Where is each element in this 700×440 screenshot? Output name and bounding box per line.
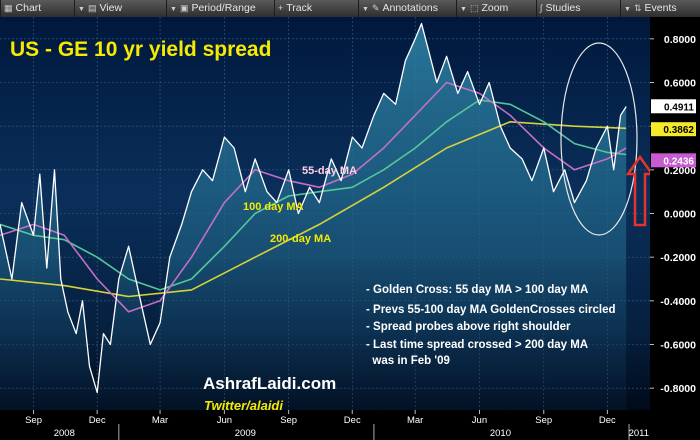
- y-tag-box: [651, 99, 696, 114]
- chevron-down-icon: ▼: [624, 6, 631, 13]
- chevron-down-icon: ▼: [170, 6, 177, 13]
- ma200-line: [0, 121, 627, 298]
- x-tick-label: Dec: [599, 415, 616, 426]
- yield-spread-chart: US - GE 10 yr yield spread 55-day MA 100…: [0, 17, 700, 440]
- x-year-label: 2011: [629, 428, 649, 439]
- annotations-menu-button[interactable]: ▼ ✎ Annotations: [358, 0, 456, 17]
- annotation-list: - Golden Cross: 55 day MA > 100 day MA -…: [366, 284, 616, 367]
- x-year-label: 2008: [54, 428, 75, 439]
- y-tag-value: 0.2436: [663, 156, 694, 167]
- spread-area-fill: [0, 23, 627, 410]
- x-tick-label: Mar: [407, 415, 423, 426]
- x-axis-band: [0, 410, 650, 440]
- ma-label-100: 100 day MA: [243, 201, 304, 213]
- x-year-label: 2009: [235, 428, 256, 439]
- chart-icon: ▦: [4, 3, 13, 13]
- x-tick-label: Dec: [344, 415, 361, 426]
- chevron-down-icon: ▼: [362, 6, 369, 13]
- chevron-down-icon: ▼: [460, 6, 467, 13]
- zoom-menu-button[interactable]: ▼ ⬚ Zoom: [456, 0, 536, 17]
- ma55-line: [0, 81, 627, 313]
- x-tick-label: Sep: [25, 415, 42, 426]
- annotation-line: - Spread probes above right shoulder: [366, 321, 571, 333]
- y-tag-value: 0.4911: [664, 102, 694, 113]
- y-tick-label: -0.4000: [660, 296, 696, 308]
- view-icon: ▤: [87, 3, 97, 13]
- y-tick-label: 0.6000: [664, 78, 696, 90]
- y-tick-label: 0.2000: [664, 165, 696, 177]
- annotation-line: - Last time spread crossed > 200 day MA: [366, 339, 588, 351]
- y-tag-box: [651, 153, 696, 168]
- y-value-tags: 0.4911 0.3862 0.2436: [651, 99, 696, 168]
- y-axis-band: [650, 17, 700, 440]
- ma-label-55: 55-day MA: [302, 165, 357, 177]
- x-tick-label: Mar: [152, 415, 168, 426]
- y-tag-value: 0.3862: [663, 125, 694, 136]
- track-plus-icon: +: [278, 3, 284, 13]
- period-range-menu-button[interactable]: ▼ ▣ Period/Range: [166, 0, 274, 17]
- x-tick-label: Sep: [280, 415, 297, 426]
- studies-menu-button[interactable]: ∫ Studies: [536, 0, 620, 17]
- studies-icon: ∫: [540, 3, 543, 13]
- chevron-down-icon: ▼: [78, 6, 85, 13]
- brand-site: AshrafLaidi.com: [203, 374, 336, 393]
- x-tick-label: Sep: [535, 415, 552, 426]
- annotation-line: - Prevs 55-100 day MA GoldenCrosses circ…: [366, 304, 616, 316]
- spread-line: [0, 22, 627, 394]
- y-tick-label: -0.2000: [660, 252, 696, 264]
- x-axis: Sep Dec Mar Jun Sep Dec Mar Jun Sep Dec 2008 2009 20…: [25, 410, 649, 440]
- calendar-icon: ▣: [179, 3, 189, 13]
- x-tick-label: Dec: [89, 415, 106, 426]
- track-menu-button[interactable]: + Track: [274, 0, 358, 17]
- ma-label-200: 200-day MA: [270, 233, 331, 245]
- events-icon: ⇅: [633, 3, 642, 13]
- up-arrow-icon: [625, 154, 655, 227]
- view-menu-button[interactable]: ▼ ▤ View: [74, 0, 166, 17]
- y-tick-label: -0.6000: [660, 340, 696, 352]
- events-menu-button[interactable]: ▼ ⇅ Events: [620, 0, 700, 17]
- chart-menu-button[interactable]: ▦ Chart: [0, 0, 74, 17]
- zoom-icon: ⬚: [469, 3, 479, 13]
- golden-cross-circle: [560, 42, 638, 236]
- series-lines: [0, 22, 627, 394]
- ma100-line: [0, 99, 627, 291]
- x-tick-label: Jun: [472, 415, 487, 426]
- x-year-label: 2010: [490, 428, 511, 439]
- annotation-line: - Golden Cross: 55 day MA > 100 day MA: [366, 284, 588, 296]
- y-tick-label: -0.8000: [660, 383, 696, 395]
- y-tick-label: 0.8000: [664, 34, 696, 46]
- chart-toolbar: ▦ Chart ▼ ▤ View ▼ ▣ Period/Range + Track ▼ ✎ An…: [0, 0, 700, 18]
- y-tick-label: 0.0000: [664, 209, 696, 221]
- annotation-icon: ✎: [371, 3, 380, 13]
- x-tick-label: Jun: [217, 415, 232, 426]
- y-tag-box: [651, 122, 696, 137]
- annotation-line: was in Feb '09: [366, 355, 450, 367]
- chart-title: US - GE 10 yr yield spread: [10, 38, 271, 61]
- brand-twitter: Twitter/alaidi: [204, 398, 283, 413]
